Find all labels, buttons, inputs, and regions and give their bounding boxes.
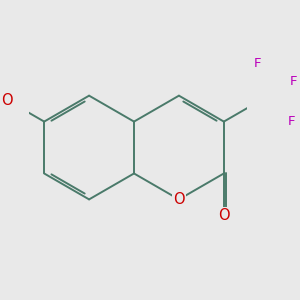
Text: F: F <box>289 75 297 88</box>
Text: F: F <box>254 57 261 70</box>
Text: O: O <box>218 208 230 224</box>
Text: O: O <box>2 93 13 108</box>
Text: F: F <box>287 115 295 128</box>
Text: O: O <box>173 192 185 207</box>
